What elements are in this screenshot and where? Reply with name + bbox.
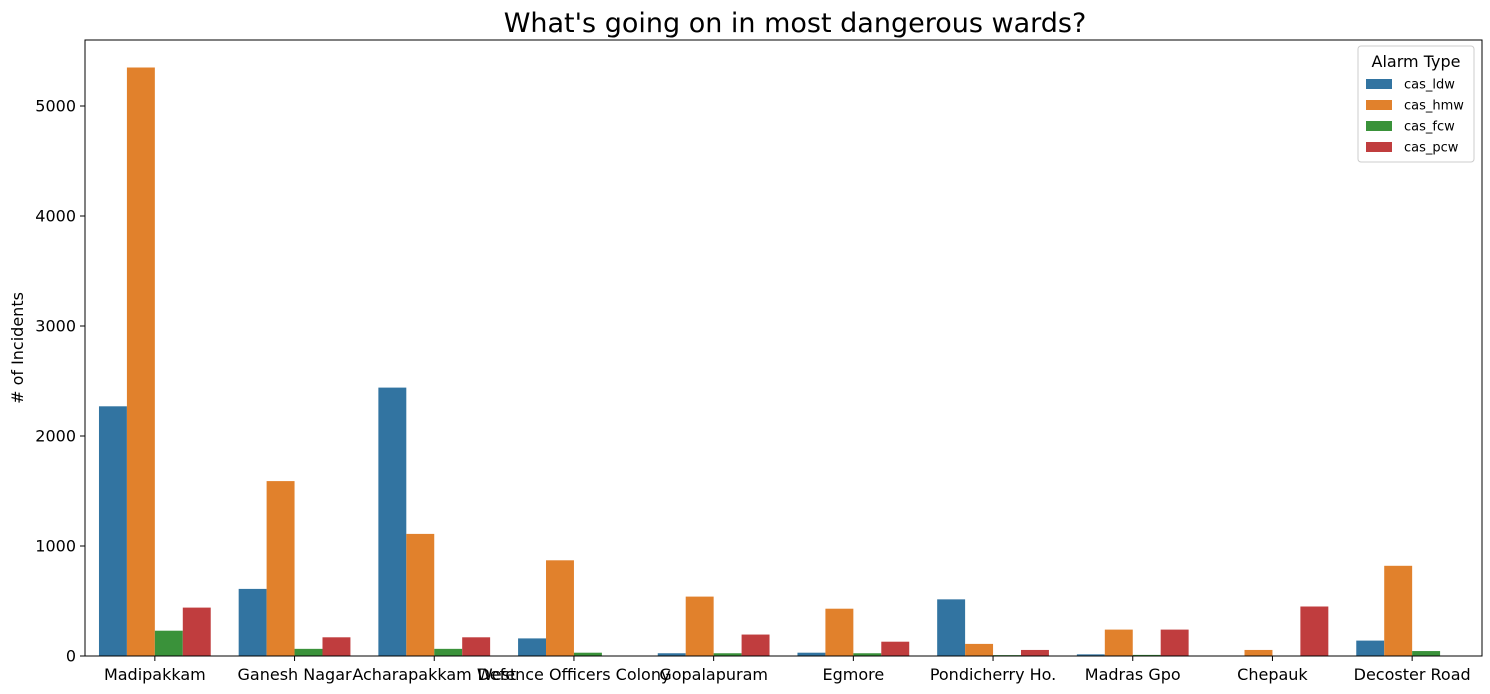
bar-cas_pcw	[462, 637, 491, 656]
bar-cas_fcw	[154, 630, 183, 656]
bar-cas_hmw	[1244, 649, 1273, 656]
bar-cas_fcw	[1412, 651, 1441, 656]
legend-swatch-cas_pcw	[1366, 142, 1392, 152]
chart-title: What's going on in most dangerous wards?	[504, 8, 1087, 39]
bar-cas_hmw	[126, 67, 155, 656]
bar-cas_fcw	[713, 653, 742, 656]
legend-label-cas_ldw: cas_ldw	[1404, 78, 1455, 93]
bar-cas_hmw	[965, 643, 994, 656]
y-tick-label: 4000	[35, 207, 76, 226]
y-tick-label: 2000	[35, 427, 76, 446]
x-tick-label: Chepauk	[1237, 665, 1308, 684]
legend: Alarm Type cas_ldw cas_hmw cas_fcw cas_pcw	[1357, 45, 1475, 163]
plot-frame	[84, 39, 1483, 657]
legend-label-cas_fcw: cas_fcw	[1404, 120, 1455, 135]
bar-cas_fcw	[573, 652, 602, 656]
bar-cas_ldw	[657, 653, 686, 656]
x-tick-label: Pondicherry Ho.	[930, 665, 1056, 684]
bar-cas_pcw	[881, 641, 910, 656]
legend-title: Alarm Type	[1372, 52, 1461, 71]
bar-cas_hmw	[546, 560, 574, 656]
y-axis-title: # of Incidents	[8, 292, 27, 404]
y-tick-label: 1000	[35, 537, 76, 556]
bar-cas_fcw	[434, 648, 463, 656]
bar-cas_pcw	[1300, 606, 1329, 656]
y-tick-label: 0	[66, 647, 76, 666]
legend-label-cas_hmw: cas_hmw	[1404, 99, 1464, 114]
bar-cas_hmw	[1384, 565, 1413, 656]
bar-cas_fcw	[294, 648, 323, 656]
bar-cas_ldw	[98, 406, 127, 656]
bars	[98, 67, 1441, 656]
x-axis: Madipakkam Ganesh Nagar Acharapakkam WestD…	[104, 656, 1471, 684]
bar-cas_fcw	[853, 653, 882, 656]
bar-cas_ldw	[238, 588, 267, 656]
bar-cas_ldw	[378, 387, 407, 656]
x-tick-label: Decoster Road	[1354, 665, 1471, 684]
bar-cas_hmw	[406, 533, 435, 656]
bar-cas_pcw	[1160, 629, 1189, 656]
legend-swatch-cas_hmw	[1366, 100, 1392, 110]
bar-cas_hmw	[266, 481, 295, 656]
x-tick-label: Defence Officers Colony	[477, 665, 670, 684]
legend-swatch-cas_fcw	[1366, 121, 1392, 131]
x-tick-label: Acharapakkam West	[352, 665, 516, 684]
x-tick-label: Ganesh Nagar	[238, 665, 352, 684]
bar-cas_pcw	[741, 634, 770, 656]
bar-cas_ldw	[937, 599, 966, 656]
y-axis: 0 1000 2000 3000 4000 5000	[35, 97, 85, 666]
bar-cas_ldw	[1356, 640, 1385, 656]
legend-swatch-cas_ldw	[1366, 79, 1392, 89]
y-tick-label: 3000	[35, 317, 76, 336]
bar-cas_pcw	[322, 637, 351, 656]
y-tick-label: 5000	[35, 97, 76, 116]
bar-cas_fcw	[1132, 654, 1161, 656]
bar-cas_pcw	[182, 607, 211, 656]
legend-box	[1357, 45, 1475, 163]
x-tick-label: Egmore	[822, 665, 884, 684]
bar-cas_pcw	[1020, 649, 1049, 656]
bar-cas_hmw	[1104, 629, 1133, 656]
x-tick-label: Madras Gpo	[1085, 665, 1181, 684]
bar-cas_hmw	[685, 596, 714, 656]
x-tick-label: Gopalapuram	[659, 665, 768, 684]
legend-label-cas_pcw: cas_pcw	[1404, 141, 1459, 156]
bar-cas_ldw	[797, 652, 826, 656]
bar-cas_hmw	[825, 608, 854, 656]
bar-cas_ldw	[1076, 654, 1105, 656]
x-tick-label: Madipakkam	[104, 665, 206, 684]
bar-cas_ldw	[518, 638, 547, 656]
